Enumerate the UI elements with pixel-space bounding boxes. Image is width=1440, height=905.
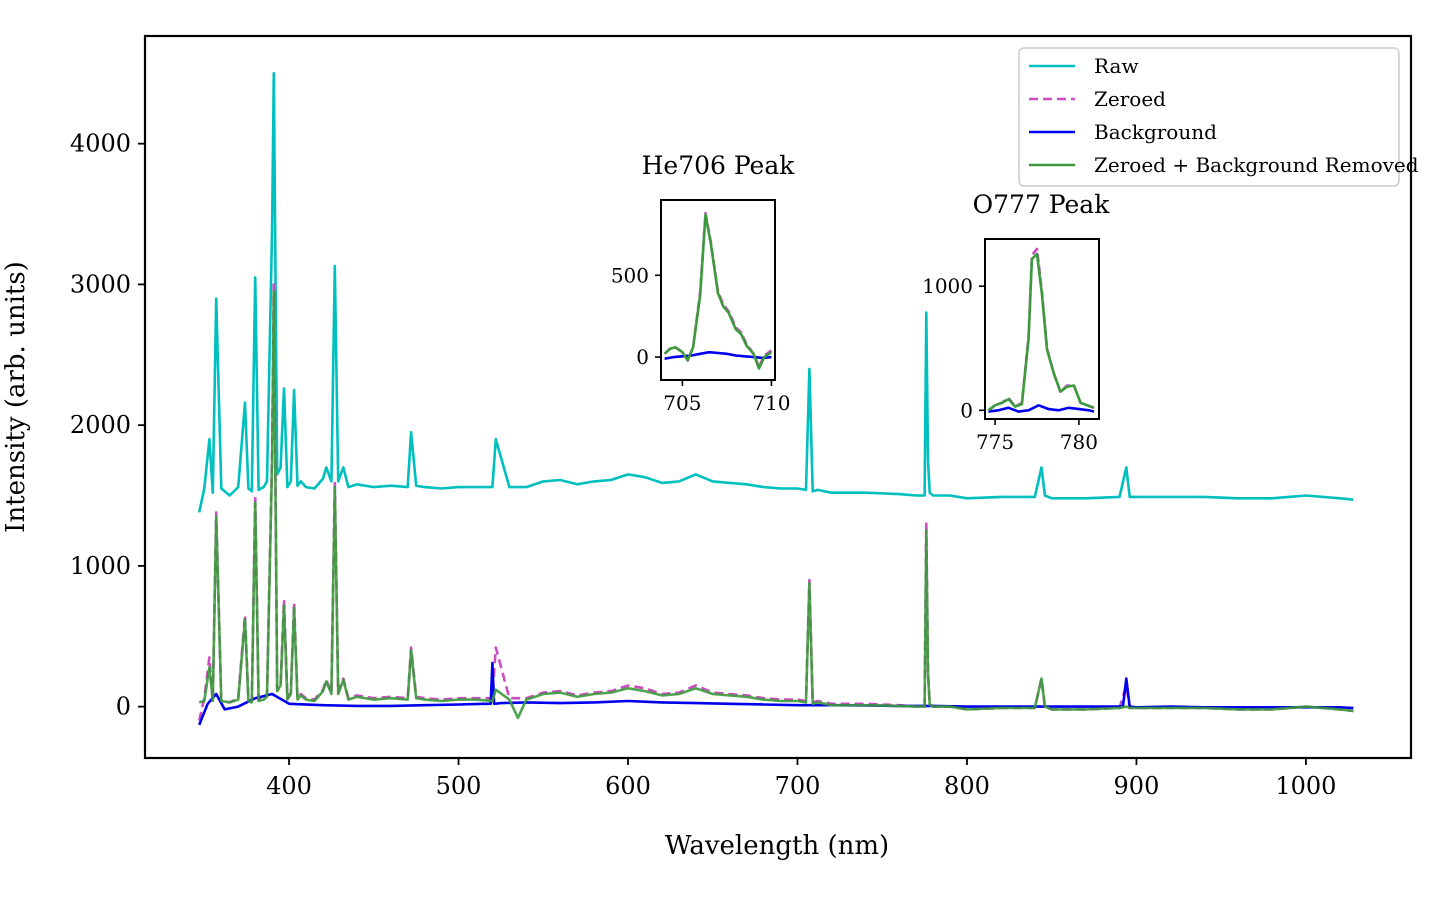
legend-box — [1018, 47, 1400, 187]
legend-label: Background — [1094, 120, 1217, 144]
y-tick-label: 0 — [116, 693, 131, 721]
y-tick-label: 4000 — [70, 130, 131, 158]
y-tick-label: 2000 — [70, 411, 131, 439]
legend-item-background[interactable]: Background — [1029, 120, 1217, 144]
legend[interactable]: Raw Zeroed Background Zeroed + Background R… — [1018, 47, 1419, 187]
legend-label: Zeroed — [1094, 87, 1166, 111]
x-tick-label: 900 — [1114, 772, 1160, 800]
inset-series-line-background — [988, 404, 1095, 413]
inset-frame — [984, 238, 1100, 420]
inset-series-lines — [663, 211, 773, 370]
legend-item-removed[interactable]: Zeroed + Background Removed — [1029, 153, 1419, 177]
series-lines — [197, 72, 1354, 726]
inset-y-tick-label: 0 — [960, 398, 973, 422]
inset-1: He706 Peak 705 710 0 500 — [611, 151, 795, 415]
x-tick-label: 800 — [944, 772, 990, 800]
x-tick-label: 1000 — [1275, 772, 1336, 800]
legend-label: Raw — [1094, 54, 1139, 78]
y-tick-label: 1000 — [70, 552, 131, 580]
inset-x-tick-label: 705 — [663, 391, 701, 415]
inset-x-tick-label: 710 — [752, 391, 790, 415]
x-axis-label: Wavelength (nm) — [665, 831, 889, 861]
inset-x-tick-label: 780 — [1060, 430, 1098, 454]
inset-2: O777 Peak 775 780 0 1000 — [922, 190, 1110, 454]
inset-series-lines — [987, 247, 1095, 413]
inset-title: O777 Peak — [973, 190, 1111, 219]
inset-area — [985, 239, 1099, 419]
series-line-raw — [197, 72, 1354, 513]
x-tick-label: 700 — [775, 772, 821, 800]
inset-series-line-removed — [663, 213, 773, 370]
plot-frame — [143, 34, 1413, 760]
legend-label: Zeroed + Background Removed — [1094, 153, 1419, 177]
inset-series-line-removed — [987, 252, 1095, 412]
inset-x-tick-label: 775 — [976, 430, 1014, 454]
x-tick-label: 600 — [605, 772, 651, 800]
x-tick-label: 400 — [266, 772, 312, 800]
x-tick-label: 500 — [436, 772, 482, 800]
y-axis-label: Intensity (arb. units) — [1, 261, 31, 533]
insets: He706 Peak 705 710 0 500 O777 Peak 775 780 0 1000 — [611, 151, 1110, 454]
inset-y-tick-label: 500 — [611, 263, 649, 287]
inset-title: He706 Peak — [642, 151, 796, 180]
inset-y-tick-label: 0 — [636, 345, 649, 369]
inset-frame — [660, 199, 776, 381]
series-line-removed — [198, 290, 1354, 720]
legend-item-zeroed[interactable]: Zeroed — [1029, 87, 1166, 111]
legend-item-raw[interactable]: Raw — [1029, 54, 1139, 78]
y-tick-label: 3000 — [70, 270, 131, 298]
inset-y-tick-label: 1000 — [922, 274, 973, 298]
